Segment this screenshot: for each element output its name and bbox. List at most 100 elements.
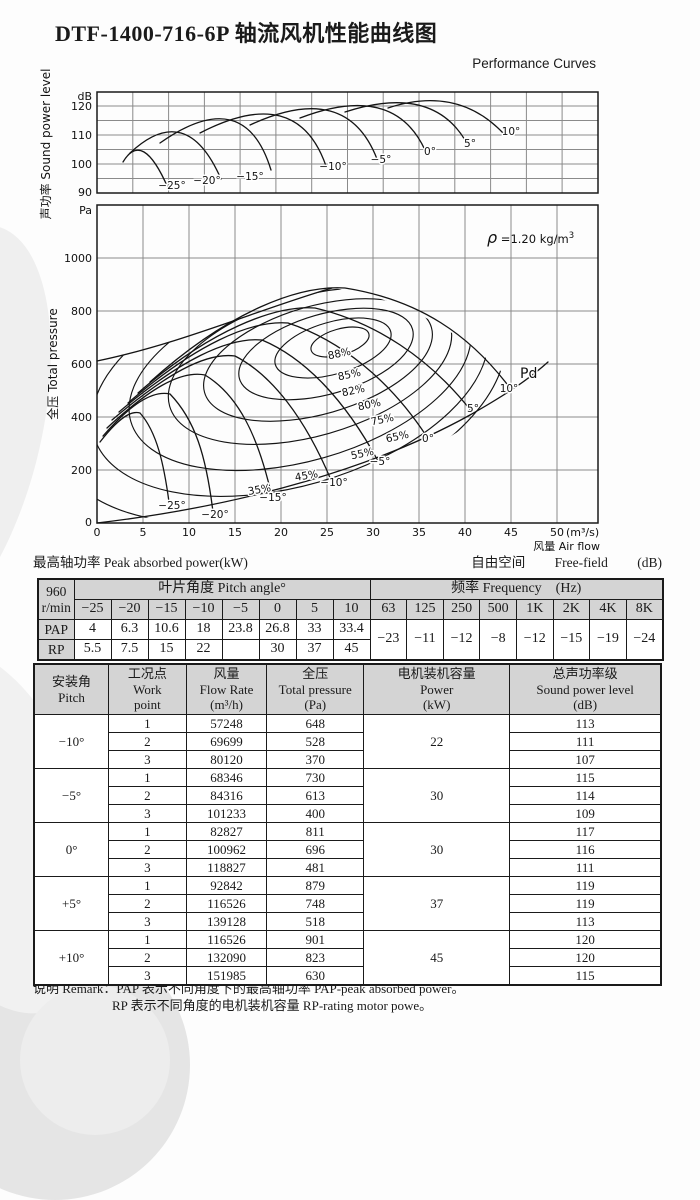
- frequency-correction: −12: [515, 619, 554, 661]
- flow-rate: 82827: [185, 822, 268, 841]
- pitch-label: −5°: [370, 456, 391, 468]
- curve-label: −20°: [193, 175, 220, 187]
- path-shape: [249, 108, 378, 160]
- path-shape: [118, 339, 379, 462]
- path-shape: [149, 287, 511, 389]
- work-point: 1: [108, 714, 187, 733]
- frequency-band: 250: [442, 599, 481, 620]
- work-point: 2: [108, 840, 187, 859]
- total-pressure: 400: [266, 804, 365, 823]
- frequency-band: 500: [479, 599, 517, 620]
- y-tick: 1000: [64, 252, 92, 265]
- pap-value: 33: [295, 619, 334, 640]
- power-value: 30: [363, 822, 511, 877]
- tr-shape: 960 r/min 叶片角度 Pitch angle° 频率 Frequency (H…: [37, 578, 664, 620]
- y-tick: 110: [71, 129, 92, 142]
- power-value: 37: [363, 876, 511, 931]
- efficiency-label: 88%: [327, 346, 352, 363]
- x-tick: 30: [366, 526, 380, 539]
- pitch-value: −10°: [33, 714, 110, 769]
- flow-rate: 116526: [185, 894, 268, 913]
- frequency-band: 4K: [589, 599, 627, 620]
- y-tick: 800: [71, 305, 92, 318]
- path-shape: [129, 131, 222, 180]
- div-shape: Power: [420, 681, 454, 697]
- pitch-label: −20°: [201, 509, 228, 521]
- tr-shape: +5° 1 92842 879 37 119: [33, 876, 662, 931]
- sound-power-level: 109: [509, 804, 662, 823]
- rp-value: 7.5: [110, 639, 149, 661]
- flow-rate: 69699: [185, 732, 268, 751]
- pitch-label: 0°: [422, 433, 434, 445]
- div-shape: 电机装机容量: [397, 666, 476, 682]
- tbody-shape: 960 r/min 叶片角度 Pitch angle° 频率 Frequency (H…: [37, 578, 664, 661]
- sound-power-curves: [122, 100, 505, 189]
- total-pressure: 613: [266, 786, 365, 805]
- tspan-shape: 3: [569, 231, 574, 241]
- sound-power-level: 119: [509, 876, 662, 895]
- div-shape: 960: [46, 583, 67, 599]
- path-shape: [106, 373, 273, 498]
- pressure-flow-chart: Pa 1000 800 600 400 200 0 全压 Total press…: [45, 204, 600, 553]
- efficiency-label: 75%: [370, 412, 395, 429]
- work-point: 2: [108, 732, 187, 751]
- work-point: 2: [108, 786, 187, 805]
- div-shape: (m³/h): [210, 697, 243, 713]
- total-pressure: 370: [266, 750, 365, 769]
- x-tick: 40: [458, 526, 472, 539]
- flow-rate: 101233: [185, 804, 268, 823]
- work-point: 3: [108, 912, 187, 931]
- frequency-correction: −24: [625, 619, 664, 661]
- y-tick: 200: [71, 464, 92, 477]
- performance-charts: dB 120 110 100 90 声功率 Sound power level …: [38, 69, 600, 553]
- tr-shape: −5° 1 68346 730 30 115: [33, 768, 662, 823]
- tspan-shape: =1.20 kg/m: [497, 232, 569, 246]
- frequency-band: 1K: [515, 599, 554, 620]
- tr-shape: 安装角 Pitch 工况点 Work point 风量 Flow Rate (m³/h) 全压 T…: [33, 663, 662, 715]
- x-tick: 0: [94, 526, 101, 539]
- frequency-correction: −12: [442, 619, 481, 661]
- rp-value: 45: [332, 639, 371, 661]
- flow-rate: 57248: [185, 714, 268, 733]
- sound-power-level: 119: [509, 894, 662, 913]
- frequency-correction: −11: [406, 619, 444, 661]
- sound-power-level: 117: [509, 822, 662, 841]
- x-tick: 10: [182, 526, 196, 539]
- x-tick: 15: [228, 526, 242, 539]
- tbody-shape: 安装角 Pitch 工况点 Work point 风量 Flow Rate (m³/h) 全压 T…: [33, 663, 662, 986]
- y-unit-label: Pa: [79, 204, 92, 217]
- sound-power-chart: dB 120 110 100 90 声功率 Sound power level …: [38, 69, 599, 219]
- total-pressure: 528: [266, 732, 365, 751]
- pitch-value: +5°: [33, 876, 110, 931]
- tr-shape: −25 −20 −15 −10 −5 0 5 10 63 125 250 500 1K 2K 4K 8K: [38, 599, 664, 620]
- power-value: 45: [363, 930, 511, 986]
- frequency-correction: −19: [589, 619, 627, 661]
- tr-shape: RP 5.5 7.5 15 22 30 37 45: [37, 639, 663, 661]
- efficiency-contours: [97, 288, 516, 523]
- sound-power-level: 113: [509, 714, 662, 733]
- x-tick: 5: [140, 526, 147, 539]
- peak-power-frequency-table: 960 r/min 叶片角度 Pitch angle° 频率 Frequency (H…: [37, 578, 664, 661]
- span-shape: Free-field: [554, 555, 608, 570]
- efficiency-label: 80%: [357, 397, 382, 414]
- frequency-band: 8K: [625, 599, 664, 620]
- div-shape: 总声功率级: [552, 666, 618, 682]
- total-pressure: 696: [266, 840, 365, 859]
- efficiency-label: 85%: [337, 367, 362, 384]
- frequency-correction: −8: [479, 619, 517, 661]
- pap-value: 18: [184, 619, 223, 640]
- power-value: 22: [363, 714, 511, 769]
- sound-power-level: 115: [509, 966, 662, 986]
- flow-rate: 116526: [185, 930, 268, 949]
- curve-label: 0°: [424, 146, 436, 158]
- tr-shape: 2 84316 613 114: [34, 786, 662, 805]
- flow-rate-header: 风量 Flow Rate (m³/h): [185, 663, 268, 715]
- section-labels: 最高轴功率 Peak absorbed power(kW) 自由空间 Free-…: [33, 551, 662, 571]
- pitch-angle-value: −15: [147, 599, 186, 620]
- tr-shape: PAP 4 6.3 10.6 18 23.8 26.8 33 33.4 −23 −11 −12 −8 −1…: [37, 619, 664, 661]
- sound-power-level: 116: [509, 840, 662, 859]
- pitch-label: −25°: [158, 500, 185, 512]
- path-shape: [137, 307, 473, 413]
- div-shape: (kW): [422, 697, 451, 713]
- span-shape: (dB): [637, 555, 662, 570]
